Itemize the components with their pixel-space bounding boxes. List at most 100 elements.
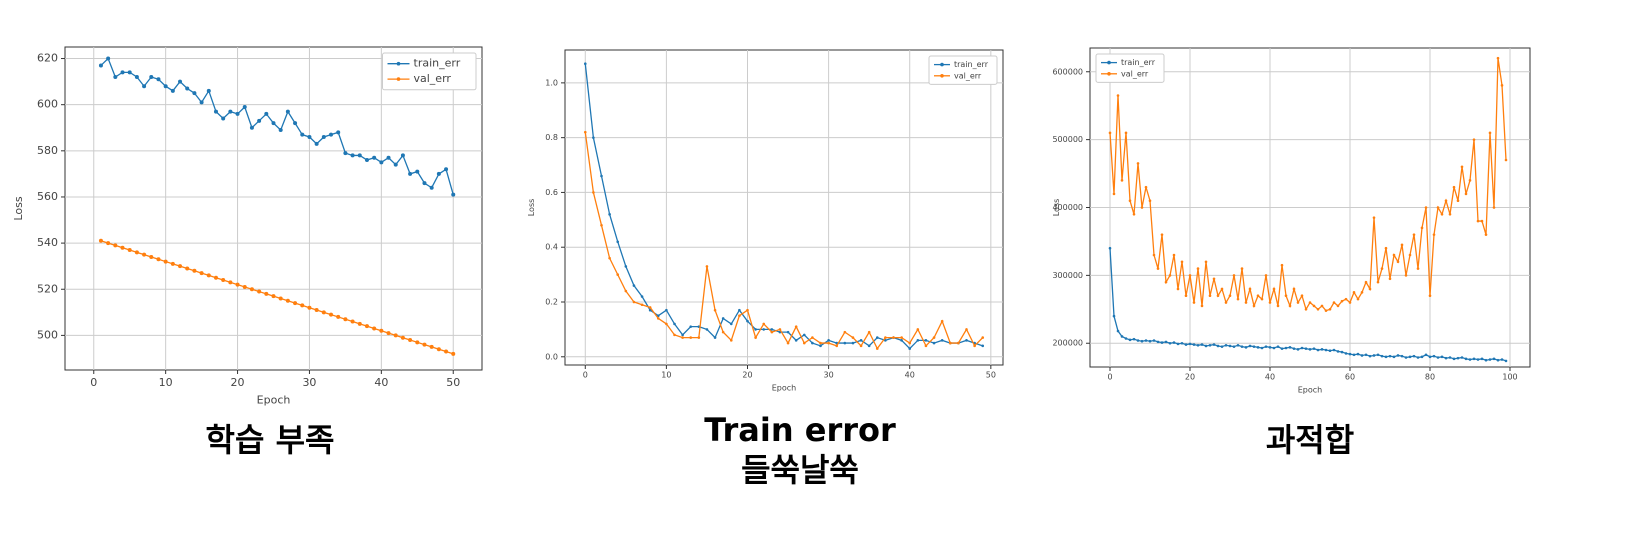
caption: 과적합	[1266, 421, 1354, 459]
legend-marker	[396, 61, 401, 66]
point	[379, 160, 384, 165]
point	[754, 336, 757, 339]
point	[285, 298, 290, 303]
point	[697, 336, 701, 339]
point	[729, 322, 733, 326]
point	[1428, 355, 1432, 359]
point	[235, 111, 240, 116]
point	[746, 308, 749, 312]
point	[908, 347, 912, 350]
point	[1368, 287, 1372, 291]
point	[235, 282, 240, 287]
chart: 0 20 40 60 80 100 200000 300000 400000 500000 6000…	[1052, 47, 1531, 459]
legend-marker	[940, 74, 944, 78]
point	[1384, 355, 1388, 359]
x-tick-label: 50	[446, 376, 460, 389]
point	[350, 153, 355, 158]
point	[1128, 338, 1132, 342]
point	[875, 336, 879, 339]
point	[178, 79, 183, 84]
point	[1204, 260, 1208, 264]
point	[1124, 337, 1128, 340]
point	[1164, 340, 1168, 344]
point	[1396, 354, 1400, 357]
point	[120, 70, 125, 75]
y-tick-label: 520	[37, 282, 58, 295]
point	[1392, 355, 1396, 359]
point	[278, 128, 283, 133]
point	[436, 347, 441, 352]
legend-label: val_err	[414, 72, 452, 85]
point	[924, 344, 928, 348]
point	[665, 308, 668, 312]
point	[185, 266, 190, 271]
point	[892, 336, 895, 339]
point	[1488, 358, 1492, 361]
caption: Train error	[704, 411, 896, 449]
point	[1280, 263, 1284, 267]
point	[819, 341, 822, 345]
point	[228, 280, 233, 285]
point	[1456, 199, 1460, 203]
point	[1444, 356, 1448, 360]
point	[113, 74, 118, 79]
point	[916, 328, 920, 331]
plot-frame	[564, 49, 1004, 366]
point	[1148, 199, 1152, 203]
point	[648, 306, 652, 309]
point	[242, 284, 247, 289]
chart: 0 10 20 30 40 50 500 520 540 560 580 600 620 Epoch Los…	[12, 46, 483, 459]
x-axis-label: Epoch	[772, 383, 797, 392]
point	[321, 134, 326, 139]
point	[1484, 358, 1488, 362]
point	[1404, 274, 1408, 277]
point	[1224, 301, 1228, 304]
x-axis-label: Epoch	[1298, 385, 1323, 394]
point	[1372, 216, 1376, 219]
x-tick-label: 20	[1185, 373, 1195, 382]
point	[957, 341, 960, 345]
point	[811, 336, 814, 339]
point	[713, 336, 717, 339]
point	[422, 342, 427, 347]
point	[271, 121, 276, 126]
point	[762, 328, 766, 331]
y-tick-label: 0.8	[545, 133, 558, 142]
point	[1424, 206, 1428, 209]
point	[1340, 350, 1344, 354]
point	[1496, 358, 1500, 362]
point	[343, 151, 348, 156]
x-tick-label: 40	[1265, 373, 1275, 382]
point	[134, 74, 139, 79]
point	[408, 338, 413, 343]
point	[372, 326, 377, 331]
point	[1420, 226, 1424, 230]
chart: 0 10 20 30 40 50 0.0 0.2 0.4 0.6 0.8 1.0 Epoch Loss tr…	[527, 49, 1004, 489]
point	[436, 171, 441, 176]
point	[1356, 297, 1360, 301]
point	[1412, 233, 1416, 236]
x-tick-label: 10	[159, 376, 173, 389]
point	[1396, 260, 1400, 264]
point	[1308, 301, 1312, 304]
point	[415, 169, 420, 174]
point	[600, 174, 603, 178]
point	[1200, 343, 1204, 346]
point	[221, 278, 226, 283]
point	[1156, 267, 1160, 270]
plot-frame	[64, 46, 483, 371]
point	[1160, 233, 1164, 236]
point	[981, 336, 985, 339]
point	[916, 339, 920, 342]
point	[1276, 345, 1280, 348]
x-tick-label: 60	[1345, 373, 1355, 382]
point	[859, 344, 863, 348]
point	[134, 250, 139, 255]
caption: 학습 부족	[206, 421, 335, 459]
point	[1116, 94, 1120, 97]
point	[285, 109, 290, 114]
point	[113, 243, 118, 248]
point	[1372, 354, 1376, 357]
point	[1132, 212, 1136, 216]
legend-box	[1095, 53, 1165, 83]
